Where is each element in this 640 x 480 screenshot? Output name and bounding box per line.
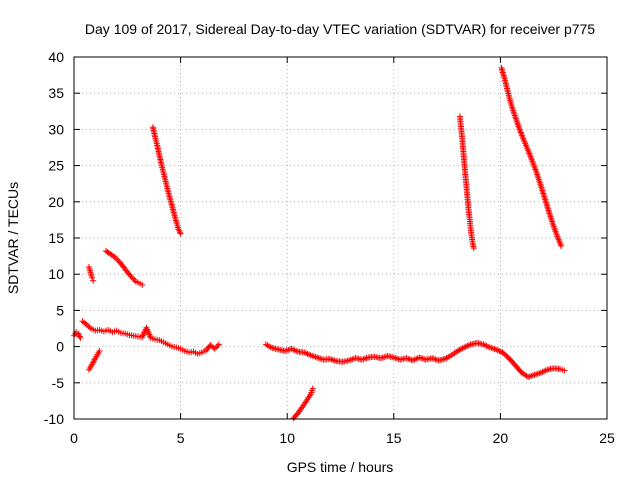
y-tick-label: 25 [48,158,64,174]
data-point [298,405,305,412]
data-point [175,226,182,233]
series-s6 [149,124,184,237]
x-tick-label: 10 [279,430,295,446]
data-point [111,253,118,260]
series-s8 [290,385,316,422]
y-tick-label: 35 [48,85,64,101]
x-tick-label: 15 [386,430,402,446]
data-point [514,121,521,128]
x-tick-labels: 0 5 10 15 20 25 [70,430,615,446]
data-point [470,245,477,252]
axis-ticks [73,56,608,420]
y-axis-title: SDTVAR / TECUs [5,182,21,294]
data-point [75,330,82,337]
y-tick-label: 0 [56,339,64,355]
data-point [139,282,146,289]
data-point [90,277,97,284]
data-point [176,229,183,236]
data-point [91,356,98,363]
x-tick-label: 5 [177,430,185,446]
x-tick-label: 25 [599,430,615,446]
data-point [512,115,519,122]
data-point [214,342,221,349]
data-point [86,324,93,331]
series-s9 [456,113,477,252]
data-point [128,274,135,281]
data-point [513,118,520,125]
data-point [349,356,356,363]
data-point [419,355,426,362]
data-point [514,120,521,127]
series-s3 [85,263,97,284]
series-s7 [262,339,568,381]
data-point [89,274,96,281]
data-point [176,227,183,234]
data-point [393,355,400,362]
data-point [75,332,82,339]
series-s2 [79,318,222,357]
y-tick-label: 10 [48,266,64,282]
data-point [213,344,220,351]
data-point [76,333,83,340]
data-point [90,359,97,366]
x-axis-title: GPS time / hours [287,459,394,475]
data-point [129,275,136,282]
data-point [381,354,388,361]
y-tick-label: -5 [52,375,65,391]
data-point [432,356,439,363]
y-tick-label: 30 [48,121,64,137]
data-point [77,334,84,341]
data-point [131,276,138,283]
y-tick-labels: -10 -5 0 5 10 15 20 25 30 35 40 [44,49,64,427]
data-point [215,341,222,348]
series-s5 [102,248,146,289]
y-tick-label: 20 [48,194,64,210]
data-point [96,347,103,354]
y-tick-label: 15 [48,230,64,246]
chart-title: Day 109 of 2017, Sidereal Day-to-day VTE… [85,21,595,37]
series-s1 [71,329,84,341]
data-point [211,345,218,352]
y-tick-label: 40 [48,49,64,65]
y-tick-label: -10 [44,411,64,427]
y-tick-label: 5 [56,302,64,318]
data-point [513,117,520,124]
data-point [309,385,316,392]
data-point [413,355,420,362]
data-point [90,358,97,365]
data-point [330,356,337,363]
data-point [558,242,565,249]
grid-lines [74,57,607,419]
data-point [112,255,119,262]
x-tick-label: 0 [70,430,78,446]
data-point [561,367,568,374]
series-s4 [85,347,103,373]
data-points [71,64,568,422]
x-tick-label: 20 [493,430,509,446]
plot-frame [73,56,608,420]
data-point [362,355,369,362]
data-point [177,230,184,237]
series-s10 [498,64,565,249]
